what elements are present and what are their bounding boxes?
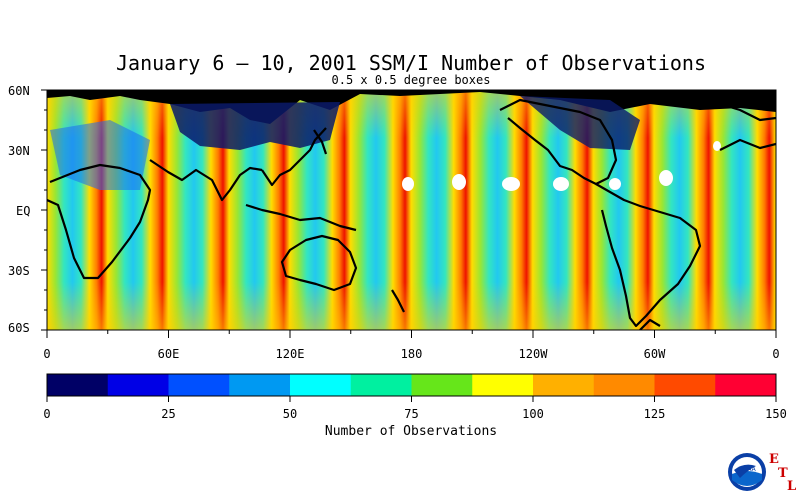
noaa-logo-text: NOAA <box>738 466 756 473</box>
arctic-no-data <box>47 90 776 124</box>
colorbar-segment <box>715 374 777 396</box>
lat-label-30s: 30S <box>8 264 30 278</box>
asia-dark-patch <box>170 102 340 150</box>
colorbar-segment <box>107 374 169 396</box>
colorbar-segment <box>593 374 655 396</box>
colorbar-segment <box>47 374 109 396</box>
map-subtitle: 0.5 x 0.5 degree boxes <box>331 73 491 87</box>
lat-label-30n: 30N <box>8 144 30 158</box>
lat-label-60s: 60S <box>8 321 30 335</box>
colorbar-title: Number of Observations <box>324 424 498 439</box>
colorbar-segment <box>350 374 412 396</box>
colorbar-label-50: 50 <box>282 407 298 421</box>
colorbar-segment <box>654 374 716 396</box>
lat-label-60n: 60N <box>8 84 30 98</box>
saturated-spots <box>402 141 721 191</box>
colorbar-label-100: 100 <box>522 407 544 421</box>
colorbar-segment <box>290 374 352 396</box>
colorbar-label-0: 0 <box>43 407 51 421</box>
colorbar-ticks <box>46 396 777 402</box>
colorbar-segment <box>168 374 230 396</box>
colorbar-label-150: 150 <box>765 407 787 421</box>
colorbar-label-125: 125 <box>643 407 666 421</box>
lon-label-0: 0 <box>43 347 51 361</box>
lon-label-60e: 60E <box>157 347 180 361</box>
lat-label-eq: EQ <box>16 204 31 218</box>
colorbar-segment <box>472 374 534 396</box>
lon-ticks <box>46 330 777 338</box>
etl-letter-e: E <box>769 452 779 467</box>
colorbar <box>47 374 777 396</box>
colorbar-segment <box>229 374 291 396</box>
lon-label-120w: 120W <box>518 347 548 361</box>
lon-label-60w: 60W <box>643 347 666 361</box>
map-title: January 6 – 10, 2001 SSM/I Number of Obs… <box>115 51 706 75</box>
coastlines <box>47 94 776 330</box>
colorbar-label-25: 25 <box>161 407 176 421</box>
lat-ticks <box>41 89 47 331</box>
noaa-logo <box>728 453 766 491</box>
etl-letter-t: T <box>778 466 788 481</box>
colorbar-label-75: 75 <box>404 407 419 421</box>
colorbar-segment <box>411 374 473 396</box>
colorbar-segment <box>533 374 595 396</box>
observation-heatmap <box>47 90 776 330</box>
lon-label-120e: 120E <box>275 347 305 361</box>
etl-letter-l: L <box>787 479 797 494</box>
lon-label-0-east: 0 <box>772 347 780 361</box>
lon-label-180: 180 <box>400 347 423 361</box>
